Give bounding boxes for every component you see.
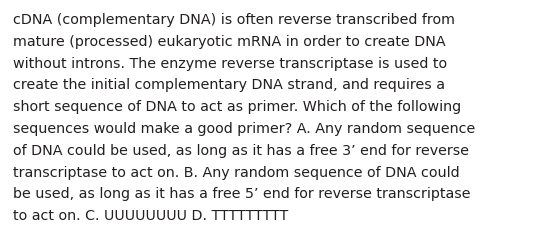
- Text: transcriptase to act on. B. Any random sequence of DNA could: transcriptase to act on. B. Any random s…: [13, 165, 460, 179]
- Text: mature (processed) eukaryotic mRNA in order to create DNA: mature (processed) eukaryotic mRNA in or…: [13, 35, 446, 48]
- Text: be used, as long as it has a free 5’ end for reverse transcriptase: be used, as long as it has a free 5’ end…: [13, 187, 470, 200]
- Text: short sequence of DNA to act as primer. Which of the following: short sequence of DNA to act as primer. …: [13, 100, 461, 114]
- Text: without introns. The enzyme reverse transcriptase is used to: without introns. The enzyme reverse tran…: [13, 56, 447, 70]
- Text: cDNA (complementary DNA) is often reverse transcribed from: cDNA (complementary DNA) is often revers…: [13, 13, 455, 27]
- Text: to act on. C. UUUUUUUU D. TTTTTTTTT: to act on. C. UUUUUUUU D. TTTTTTTTT: [13, 208, 288, 222]
- Text: sequences would make a good primer? A. Any random sequence: sequences would make a good primer? A. A…: [13, 122, 475, 136]
- Text: of DNA could be used, as long as it has a free 3’ end for reverse: of DNA could be used, as long as it has …: [13, 143, 469, 157]
- Text: create the initial complementary DNA strand, and requires a: create the initial complementary DNA str…: [13, 78, 445, 92]
